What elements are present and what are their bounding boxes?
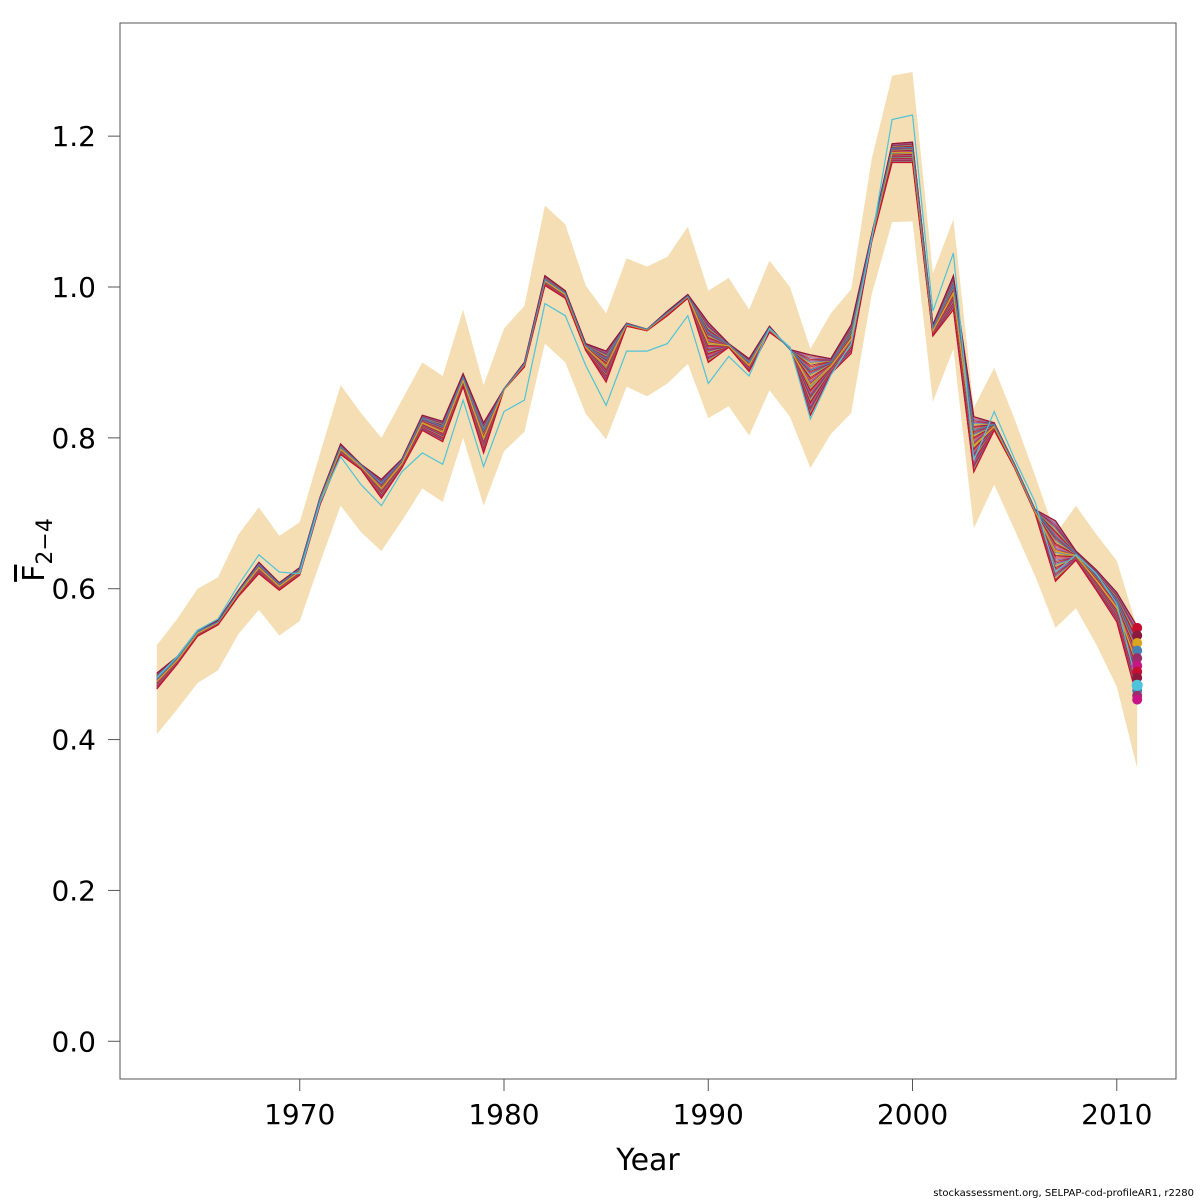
series-line-profile-mid bbox=[156, 152, 1138, 682]
x-tick-label: 2000 bbox=[877, 1098, 948, 1131]
confidence-band-area bbox=[156, 72, 1138, 769]
y-axis-title: F2−4 bbox=[17, 518, 58, 582]
x-tick-label: 1970 bbox=[264, 1098, 335, 1131]
series-line-base-run bbox=[156, 114, 1138, 686]
final-point bbox=[1132, 645, 1143, 656]
y-tick-label: 0.2 bbox=[51, 874, 96, 907]
final-point bbox=[1132, 653, 1143, 664]
x-axis: 1970 1980 1990 2000 2010 bbox=[264, 1079, 1152, 1131]
series-lines bbox=[156, 114, 1138, 699]
final-point bbox=[1132, 672, 1143, 683]
y-tick-label: 0.6 bbox=[51, 573, 96, 606]
confidence-band bbox=[156, 72, 1138, 769]
series-line-profile-alt bbox=[156, 146, 1138, 680]
y-tick-label: 1.2 bbox=[51, 120, 96, 153]
plot-frame bbox=[119, 22, 1177, 1080]
svg-text:F2−4: F2−4 bbox=[17, 518, 58, 582]
x-tick-label: 1990 bbox=[673, 1098, 744, 1131]
final-point bbox=[1132, 630, 1143, 641]
final-point bbox=[1132, 638, 1143, 648]
x-tick-label: 1980 bbox=[468, 1098, 539, 1131]
credit-text: stockassessment.org, SELPAP-cod-profileA… bbox=[933, 1188, 1194, 1199]
series-line-profile-low bbox=[156, 161, 1138, 699]
y-tick-label: 0.0 bbox=[51, 1025, 96, 1058]
y-axis-title-sub: 2−4 bbox=[33, 518, 58, 564]
y-tick-label: 0.4 bbox=[51, 724, 96, 757]
x-axis-title: Year bbox=[615, 1143, 680, 1178]
final-point bbox=[1132, 622, 1143, 633]
y-axis: 0.0 0.2 0.4 0.6 0.8 1.0 1.2 bbox=[51, 120, 120, 1058]
y-axis-title-main: F bbox=[17, 565, 52, 582]
final-year-points bbox=[1131, 622, 1143, 705]
x-tick-label: 2010 bbox=[1081, 1098, 1152, 1131]
final-point-base bbox=[1131, 679, 1143, 691]
y-tick-label: 1.0 bbox=[51, 271, 96, 304]
y-tick-label: 0.8 bbox=[51, 422, 96, 455]
final-point bbox=[1132, 694, 1143, 705]
